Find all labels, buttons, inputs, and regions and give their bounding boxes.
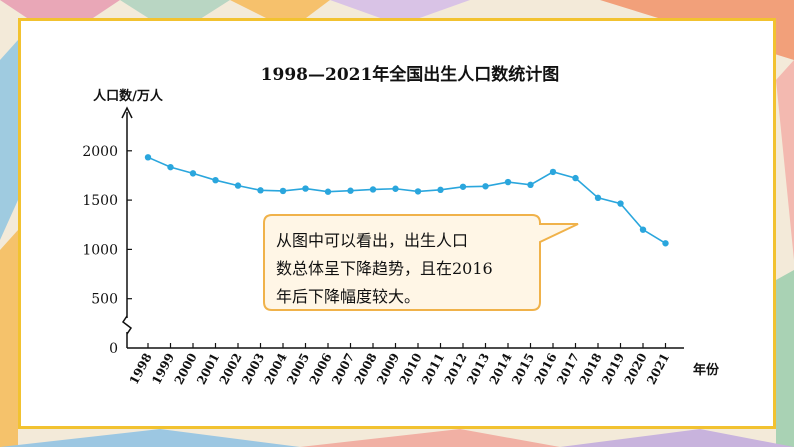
y-tick-label: 2000 <box>82 144 118 160</box>
data-point <box>482 183 489 190</box>
chart-title: 1998—2021年全国出生人口数统计图 <box>261 64 560 85</box>
x-ticks: 1998199920002001200220032004200520062007… <box>127 343 672 387</box>
y-tick-label: 0 <box>109 341 118 357</box>
y-tick-label: 500 <box>91 292 118 308</box>
data-point <box>257 187 264 194</box>
x-axis-label: 年份 <box>693 362 720 378</box>
data-point <box>594 194 602 202</box>
data-point <box>144 154 152 161</box>
axis-break-mark <box>121 315 133 335</box>
data-point <box>527 181 534 189</box>
data-point <box>392 185 399 192</box>
data-point <box>189 170 197 177</box>
data-point <box>347 187 354 194</box>
y-axis-label: 人口数/万人 <box>93 88 164 104</box>
data-point <box>572 174 579 182</box>
callout-box <box>263 214 579 311</box>
series-line <box>147 156 666 244</box>
callout-line-2: 数总体呈下降趋势，且在2016 <box>276 259 493 278</box>
y-tick-label: 1500 <box>82 193 118 209</box>
data-point <box>414 188 422 195</box>
x-tick-label: 2021 <box>644 351 672 387</box>
data-point <box>212 176 219 184</box>
data-point <box>504 178 512 186</box>
y-axis-arrow <box>121 106 133 119</box>
data-point <box>324 188 332 195</box>
callout-line-1: 从图中可以看出，出生人口 <box>276 231 468 250</box>
data-point <box>617 200 624 207</box>
data-point <box>662 240 669 247</box>
data-point <box>369 186 377 193</box>
callout-line-3: 年后下降幅度较大。 <box>276 287 420 306</box>
data-point <box>437 186 444 194</box>
data-point <box>639 226 647 233</box>
data-point <box>234 182 242 189</box>
data-point <box>459 183 467 190</box>
data-point <box>549 168 557 176</box>
data-point <box>302 185 309 192</box>
y-tick-label: 1000 <box>82 242 118 258</box>
y-ticks: 0 500 1000 1500 2000 <box>82 144 132 357</box>
series-population <box>144 154 669 247</box>
data-point <box>167 163 174 171</box>
data-point <box>279 187 287 195</box>
